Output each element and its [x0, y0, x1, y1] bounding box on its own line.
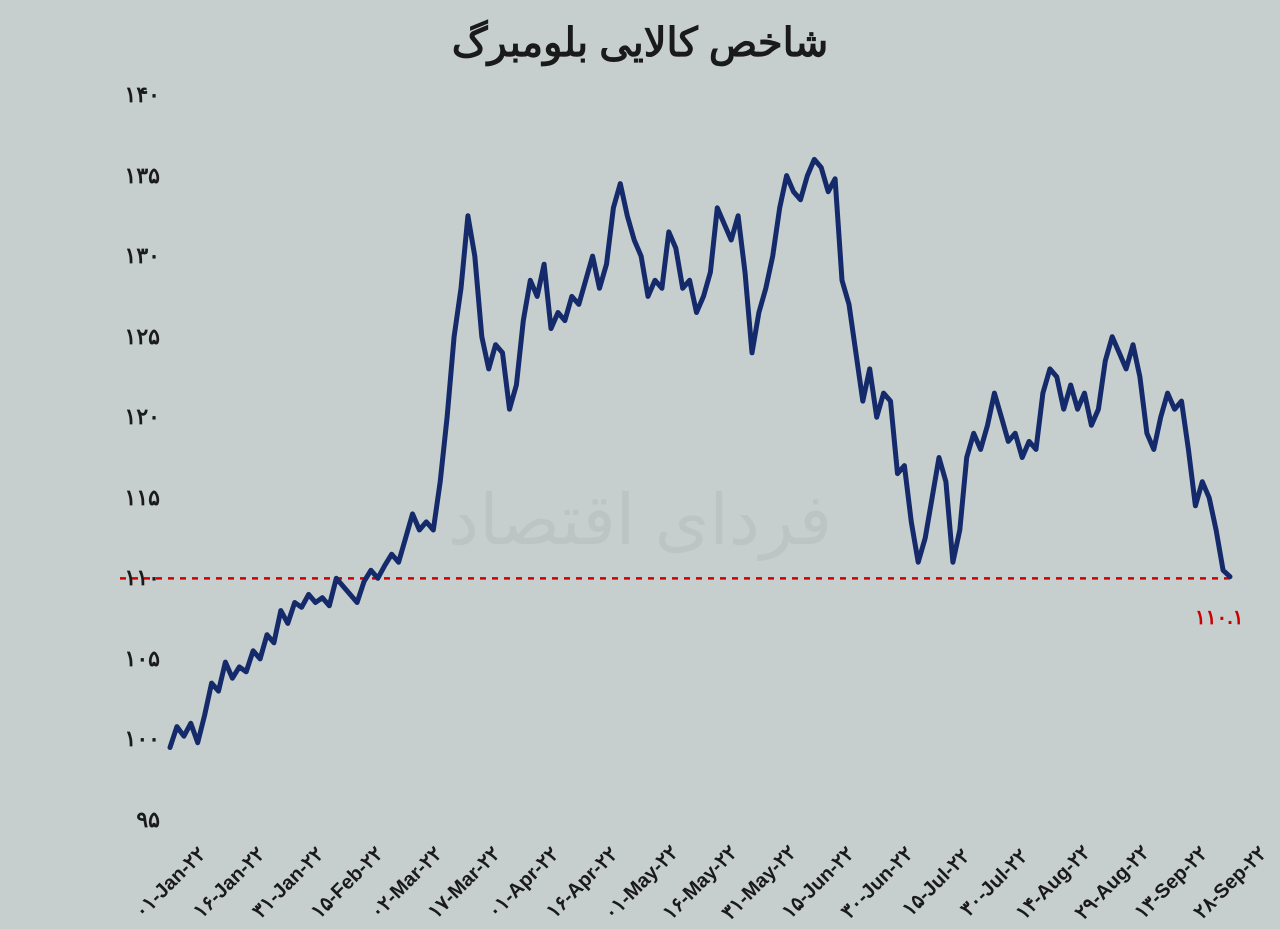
- chart-title: شاخص کالایی بلومبرگ: [0, 20, 1280, 66]
- y-tick-label: ۱۳۰: [100, 243, 160, 269]
- watermark: فردای اقتصاد: [448, 479, 832, 561]
- y-tick-label: ۱۳۵: [100, 163, 160, 189]
- y-tick-label: ۱۲۰: [100, 404, 160, 430]
- y-tick-label: ۱۲۵: [100, 324, 160, 350]
- y-tick-label: ۱۰۵: [100, 646, 160, 672]
- y-tick-label: ۱۱۰: [100, 565, 160, 591]
- chart-container: شاخص کالایی بلومبرگ فردای اقتصاد ۱۱۰.۱ ۹…: [0, 0, 1280, 929]
- y-tick-label: ۱۰۰: [100, 726, 160, 752]
- y-tick-label: ۱۱۵: [100, 485, 160, 511]
- last-value-annotation: ۱۱۰.۱: [1195, 605, 1244, 630]
- y-tick-label: ۹۵: [100, 807, 160, 833]
- chart-svg: [0, 0, 1280, 929]
- y-tick-label: ۱۴۰: [100, 82, 160, 108]
